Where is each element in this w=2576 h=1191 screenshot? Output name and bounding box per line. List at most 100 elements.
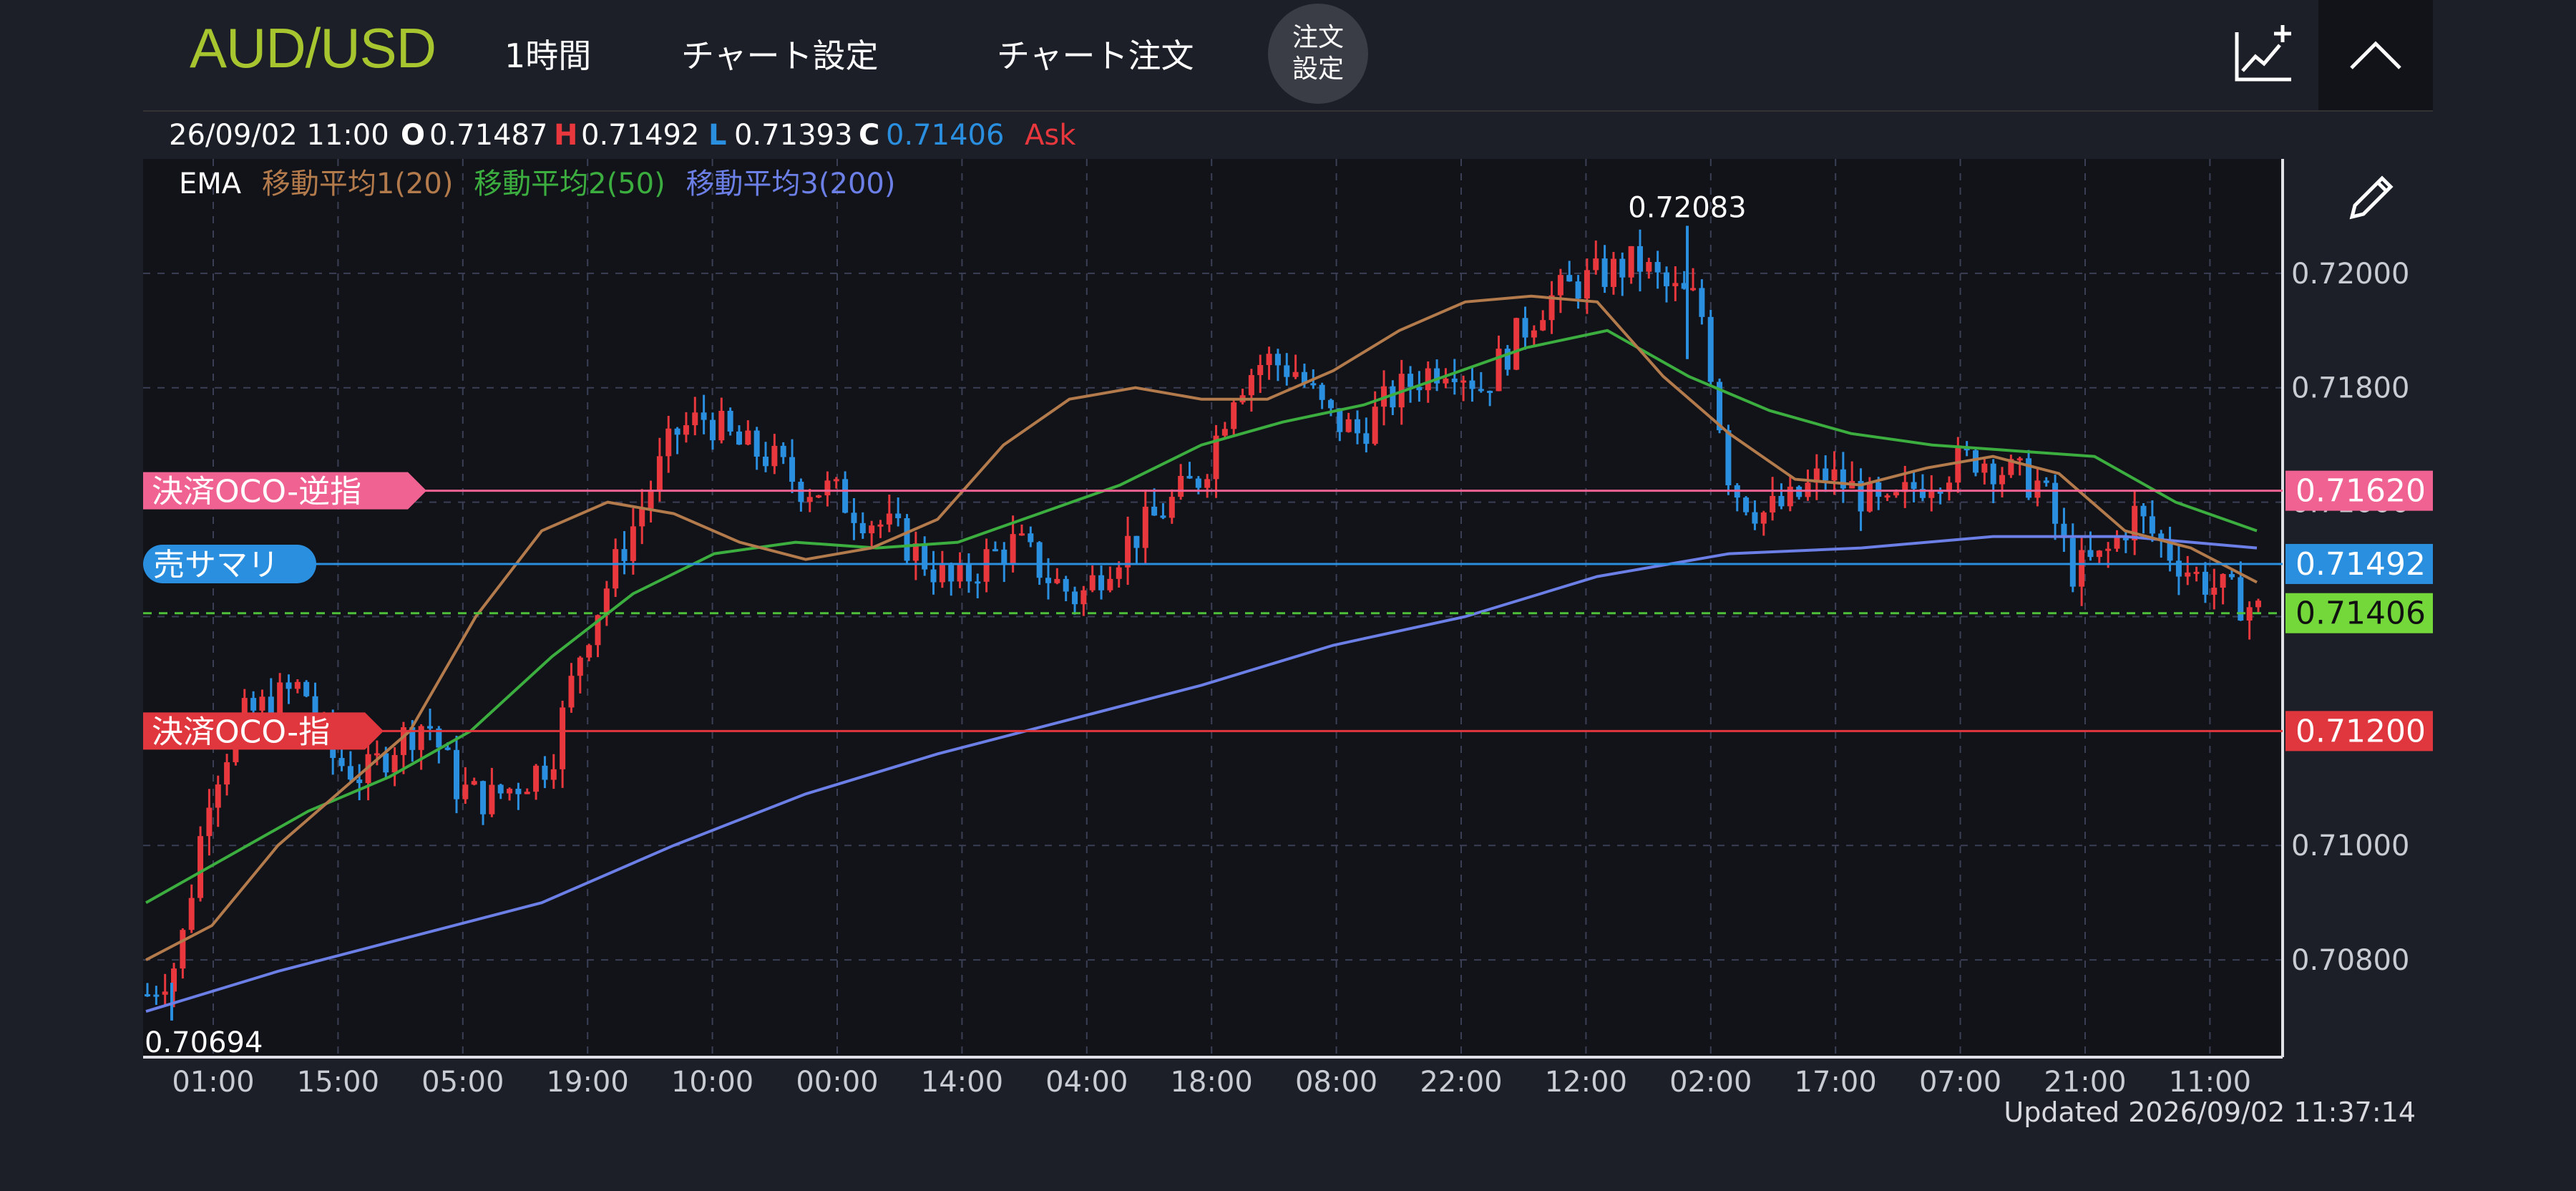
candle-body xyxy=(250,698,257,711)
candle-body xyxy=(1646,262,1652,272)
candle-body xyxy=(2193,571,2200,574)
legend-ma2: 移動平均2(50) xyxy=(474,167,665,200)
symbol-title[interactable]: AUD/USD xyxy=(190,16,436,79)
candle-body xyxy=(798,482,804,502)
candle-body xyxy=(639,508,645,527)
edit-drawing-button[interactable] xyxy=(2318,143,2426,251)
current-price-tag: 0.71406 xyxy=(2296,596,2426,632)
candle-body xyxy=(542,765,548,780)
candle-body xyxy=(1548,295,1555,321)
limit-order-tag xyxy=(143,712,384,750)
candle-body xyxy=(1443,378,1449,384)
candle-body xyxy=(1284,365,1290,377)
order-settings-label-2: 設定 xyxy=(1292,54,1344,84)
candle-body xyxy=(171,968,177,992)
candle-body xyxy=(1513,318,1520,370)
y-tick-label: 0.72000 xyxy=(2291,258,2409,291)
candle-body xyxy=(621,549,628,561)
collapse-button[interactable] xyxy=(2318,0,2433,111)
candle-body xyxy=(312,696,318,719)
candle-body xyxy=(1858,481,1864,512)
x-tick-label: 14:00 xyxy=(921,1066,1003,1098)
candle-body xyxy=(1707,316,1714,382)
candle-datetime: 26/09/02 11:00 xyxy=(169,119,389,152)
candle-body xyxy=(2220,574,2226,588)
candle-body xyxy=(1204,479,1211,488)
candle-body xyxy=(2246,607,2253,621)
candle-body xyxy=(1451,378,1458,382)
candle-body xyxy=(338,757,345,767)
candle-body xyxy=(507,788,513,794)
candle-body xyxy=(1725,430,1732,486)
candle-body xyxy=(1902,482,1908,492)
stop-price-tag: 0.71620 xyxy=(2296,473,2426,510)
candle-body xyxy=(1628,246,1634,278)
candle-body xyxy=(1990,463,1996,485)
candle-body xyxy=(1813,468,1820,483)
candle-body xyxy=(2238,577,2244,621)
candle-body xyxy=(180,930,186,969)
candle-body xyxy=(286,682,292,689)
timeframe-button[interactable]: 1時間 xyxy=(504,37,592,75)
candle-body xyxy=(1080,590,1087,605)
candle-body xyxy=(2096,550,2102,558)
candle-body xyxy=(1054,578,1060,583)
candle-body xyxy=(1866,482,1873,512)
chart-order-button[interactable]: チャート注文 xyxy=(997,37,1194,75)
candle-body xyxy=(2079,550,2085,587)
candle-body xyxy=(1636,246,1643,272)
x-tick-label: 05:00 xyxy=(421,1066,504,1098)
position-price-tag: 0.71492 xyxy=(2296,546,2426,583)
candle-body xyxy=(851,512,857,523)
candle-body xyxy=(1875,482,1882,497)
candle-body xyxy=(2105,548,2112,551)
order-settings-button[interactable]: 注文 設定 xyxy=(1268,4,1368,104)
chart-settings-button[interactable]: チャート設定 xyxy=(681,37,879,75)
high-label: H xyxy=(554,119,578,152)
candle-body xyxy=(2122,536,2129,540)
candle-body xyxy=(1778,495,1785,507)
candle-body xyxy=(674,428,680,435)
candle-body xyxy=(1919,489,1926,498)
candle-body xyxy=(356,779,363,784)
candle-body xyxy=(745,430,751,445)
candle-body xyxy=(1478,389,1484,392)
candle-body xyxy=(1213,435,1219,480)
price-chart[interactable]: 0.720000.718000.716000.710000.7080001:00… xyxy=(143,159,2433,1098)
candle-body xyxy=(1522,318,1528,338)
candle-body xyxy=(1178,475,1184,497)
candle-body xyxy=(1274,354,1281,366)
candle-body xyxy=(1937,491,1943,494)
candle-body xyxy=(1610,258,1616,287)
candle-body xyxy=(1911,482,1917,490)
candle-body xyxy=(2175,560,2182,577)
x-tick-label: 22:00 xyxy=(1420,1066,1502,1098)
candle-body xyxy=(153,994,160,997)
candle-body xyxy=(1116,567,1122,579)
x-tick-label: 17:00 xyxy=(1795,1066,1877,1098)
candle-body xyxy=(383,753,389,773)
close-value: 0.71406 xyxy=(886,119,1005,152)
candle-body xyxy=(1125,535,1131,568)
candle-body xyxy=(1955,447,1961,483)
pencil-icon xyxy=(2349,175,2394,220)
updated-timestamp: Updated 2026/09/02 11:37:14 xyxy=(2004,1097,2416,1128)
candle-body xyxy=(2087,550,2094,558)
candle-body xyxy=(2069,538,2076,587)
candle-body xyxy=(524,792,530,794)
chart-add-icon[interactable] xyxy=(2227,18,2298,89)
candle-body xyxy=(533,765,540,792)
candle-body xyxy=(648,490,654,509)
candle-body xyxy=(603,588,610,616)
candle-body xyxy=(1266,354,1272,366)
indicator-legend[interactable]: EMA 移動平均1(20) 移動平均2(50) 移動平均3(200) xyxy=(179,160,895,202)
legend-ma3: 移動平均3(200) xyxy=(686,167,896,200)
candle-body xyxy=(2034,480,2041,498)
candle-body xyxy=(188,898,195,930)
candle-body xyxy=(1557,275,1563,296)
candle-body xyxy=(1672,283,1679,286)
candle-body xyxy=(1999,475,2006,485)
x-tick-label: 19:00 xyxy=(547,1066,629,1098)
candle-body xyxy=(833,479,839,482)
candle-body xyxy=(2061,523,2067,538)
